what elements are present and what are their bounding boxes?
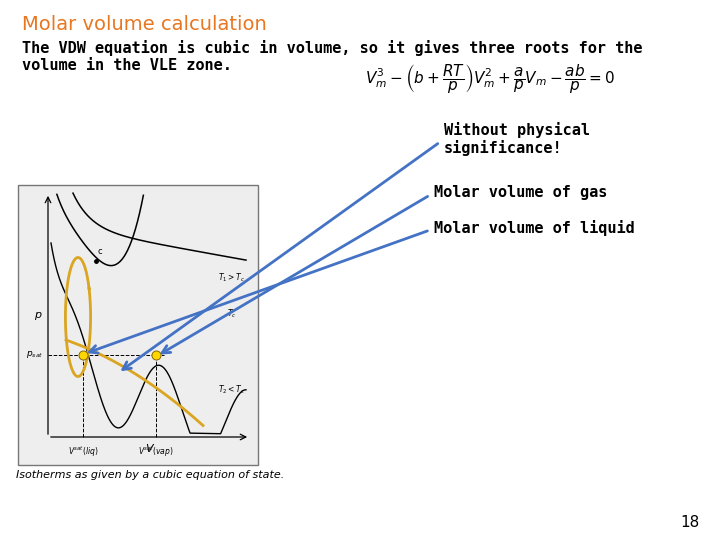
- Text: c: c: [98, 247, 103, 256]
- Text: p: p: [35, 310, 42, 320]
- Text: Molar volume of liquid: Molar volume of liquid: [434, 220, 635, 236]
- Text: Molar volume calculation: Molar volume calculation: [22, 15, 266, 34]
- Text: $p_{sat}$: $p_{sat}$: [26, 349, 44, 361]
- Text: V: V: [145, 444, 153, 454]
- Text: $V_m^3 - \left(b + \dfrac{RT}{p}\right)V_m^2 + \dfrac{a}{p}V_m - \dfrac{ab}{p} =: $V_m^3 - \left(b + \dfrac{RT}{p}\right)V…: [365, 62, 615, 94]
- Text: $V^{sat}(vap)$: $V^{sat}(vap)$: [138, 445, 174, 460]
- Bar: [18, 185, 258, 465]
- Text: volume in the VLE zone.: volume in the VLE zone.: [22, 58, 232, 73]
- Text: $T_2<T_c$: $T_2<T_c$: [218, 384, 246, 396]
- Text: 18: 18: [680, 515, 700, 530]
- Text: Molar volume of gas: Molar volume of gas: [434, 186, 608, 200]
- Text: The VDW equation is cubic in volume, so it gives three roots for the: The VDW equation is cubic in volume, so …: [22, 40, 642, 56]
- Text: $T_c$: $T_c$: [228, 308, 237, 321]
- Text: Without physical: Without physical: [444, 122, 590, 138]
- Text: $V^{sat}(liq)$: $V^{sat}(liq)$: [68, 445, 99, 460]
- Text: Isotherms as given by a cubic equation of state.: Isotherms as given by a cubic equation o…: [16, 470, 284, 480]
- Text: $T_1>T_c$: $T_1>T_c$: [218, 271, 246, 284]
- Text: significance!: significance!: [444, 140, 562, 156]
